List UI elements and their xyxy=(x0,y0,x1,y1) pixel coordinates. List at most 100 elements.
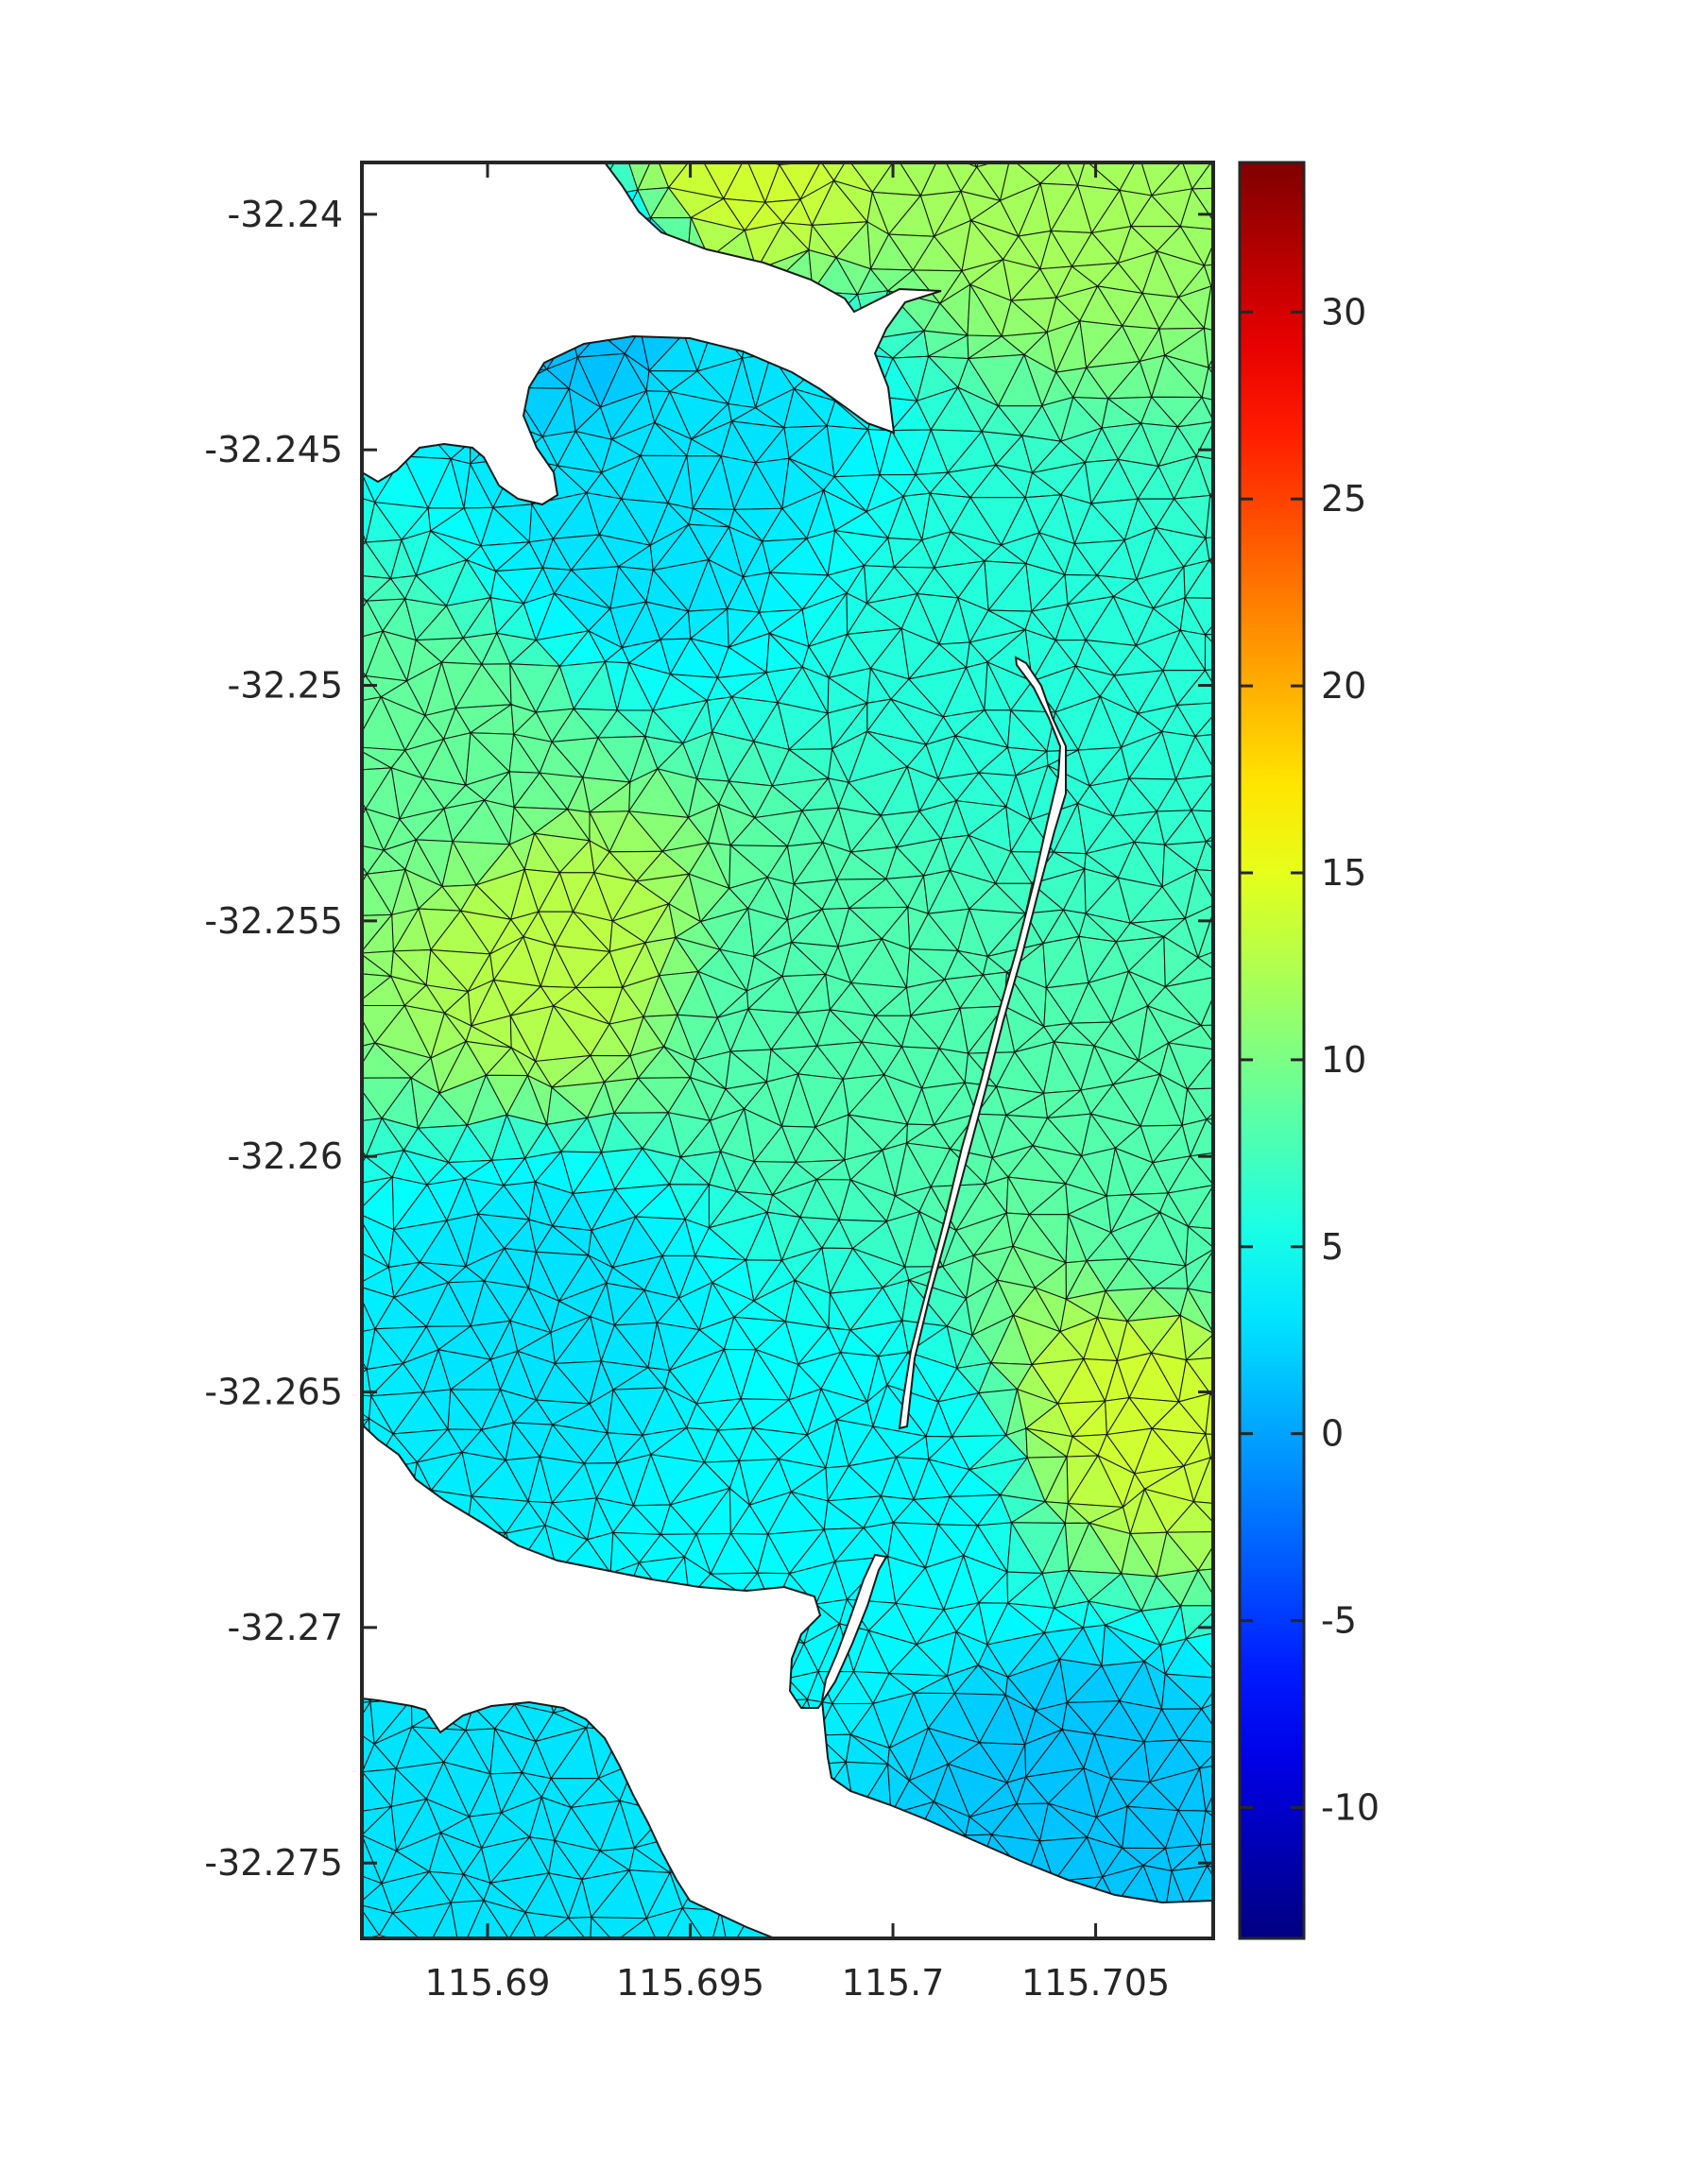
mesh-element xyxy=(602,117,633,146)
mesh-element xyxy=(655,130,697,152)
mesh-element xyxy=(1190,780,1213,812)
mesh-element xyxy=(1186,1087,1213,1120)
mesh-element xyxy=(1139,119,1182,162)
colorbar: -10 -5 0 5 10 15 20 25 30 xyxy=(1238,161,1380,1940)
mesh-element xyxy=(633,129,687,153)
mesh-element xyxy=(1184,597,1213,636)
mesh-element xyxy=(313,1246,355,1296)
mesh-element xyxy=(496,162,503,168)
mesh-element xyxy=(1199,1810,1213,1846)
mesh-element xyxy=(362,801,367,810)
mesh-element xyxy=(697,122,746,157)
mesh-element xyxy=(362,529,367,543)
mesh-element xyxy=(315,1186,357,1214)
colorbar-tick-label: 5 xyxy=(1321,1226,1344,1268)
mesh-element xyxy=(405,127,434,152)
mesh-element xyxy=(848,121,897,158)
axes: 115.69 115.695 115.7 115.705 -32.24 -32.245 -3… xyxy=(204,161,1215,2004)
colorbar-tick-label: 0 xyxy=(1321,1413,1344,1455)
x-tick-label: 115.7 xyxy=(842,1962,945,2004)
mesh-element xyxy=(767,162,780,166)
mesh-element xyxy=(821,131,848,162)
x-tick-label: 115.705 xyxy=(1021,1962,1170,2004)
colorbar-tick-label: 15 xyxy=(1321,852,1366,894)
mesh-element xyxy=(1205,493,1213,539)
mesh-element xyxy=(1197,1568,1213,1596)
x-tick-label: 115.69 xyxy=(425,1962,551,2004)
mesh-element xyxy=(1195,868,1213,900)
mesh-element xyxy=(1204,633,1213,672)
mesh-element xyxy=(1191,162,1211,164)
mesh-element xyxy=(313,1286,355,1335)
mesh-element xyxy=(315,1213,357,1246)
colorbar-tick-label: -10 xyxy=(1321,1786,1380,1828)
mesh-element xyxy=(328,250,353,302)
mesh-element xyxy=(324,1500,351,1535)
y-tick-label: -32.26 xyxy=(228,1135,344,1177)
mesh-element xyxy=(324,1453,351,1507)
mesh-element xyxy=(328,327,351,355)
mesh-element xyxy=(1191,1500,1213,1524)
mesh-element xyxy=(365,127,405,155)
mesh-element xyxy=(567,116,602,149)
colorbar-tick-label: 25 xyxy=(1321,478,1366,520)
mesh-element xyxy=(897,115,941,157)
mesh-element xyxy=(994,122,1047,158)
colorbar-tick-label: 30 xyxy=(1321,291,1366,333)
mesh-element xyxy=(329,471,361,494)
colorbar-tick-label: 10 xyxy=(1321,1039,1366,1081)
mesh-element xyxy=(1185,1632,1213,1670)
mesh-element xyxy=(386,127,425,155)
mesh-element xyxy=(312,1006,353,1049)
mesh-element xyxy=(1200,1024,1213,1044)
mesh-element xyxy=(1203,285,1213,332)
y-tick-label: -32.255 xyxy=(204,900,343,942)
mesh-element xyxy=(362,1767,364,1773)
mesh-element xyxy=(1200,1703,1213,1727)
colorbar-frame xyxy=(1238,161,1306,1940)
mesh-element xyxy=(1208,162,1212,165)
plot-frame xyxy=(360,161,1215,1940)
mesh-element xyxy=(1191,187,1213,222)
mesh-element xyxy=(1047,117,1082,160)
mesh-element xyxy=(426,131,459,155)
south-land xyxy=(362,1423,1213,1938)
mesh-element xyxy=(574,117,624,149)
mesh-element xyxy=(1199,1765,1213,1814)
land-mask xyxy=(362,162,1213,1938)
mesh-element xyxy=(1195,455,1213,497)
colorbar-fill xyxy=(1240,162,1304,1938)
mesh-element xyxy=(526,116,567,146)
mesh-element xyxy=(1196,951,1213,970)
mesh-element xyxy=(326,118,365,147)
mesh-element xyxy=(312,747,353,771)
colorbar-tick-label: 20 xyxy=(1321,665,1366,707)
mesh-element xyxy=(362,1834,364,1836)
y-tick-label: -32.275 xyxy=(204,1842,343,1884)
y-tick-label: -32.245 xyxy=(204,429,343,470)
mesh-element xyxy=(1010,122,1065,160)
mesh-element xyxy=(497,162,509,168)
mesh-element xyxy=(362,189,367,200)
y-tick-label: -32.25 xyxy=(228,665,344,707)
mesh-element xyxy=(539,116,574,149)
mesh-element xyxy=(848,121,876,158)
y-tick-label: -32.265 xyxy=(204,1372,343,1413)
mesh-element xyxy=(1086,131,1140,161)
y-tick-label: -32.24 xyxy=(228,194,344,235)
mesh-element xyxy=(1191,810,1213,843)
mesh-element xyxy=(1205,537,1213,562)
mesh-element xyxy=(316,356,355,404)
mesh-element xyxy=(362,540,368,547)
colorbar-tick-label: -5 xyxy=(1321,1600,1357,1642)
mesh-element xyxy=(313,939,360,972)
mesh-element xyxy=(1205,1391,1213,1435)
mesh-element xyxy=(624,129,655,153)
mesh-element xyxy=(1082,117,1115,161)
mesh-element xyxy=(1065,117,1085,161)
mesh-element xyxy=(1194,734,1213,769)
mesh-element xyxy=(794,120,848,162)
mesh-element xyxy=(312,972,353,1022)
east-breakwater xyxy=(898,656,1067,1430)
mesh-element xyxy=(1195,840,1213,872)
